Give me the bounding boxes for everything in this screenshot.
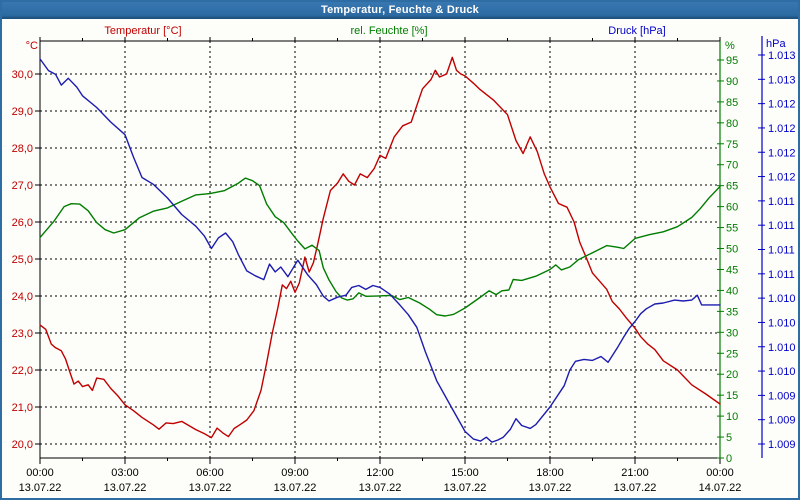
window-title: Temperatur, Feuchte & Druck <box>320 3 479 16</box>
temperature-tick-label: 27,0 <box>12 180 33 192</box>
temperature-axis-unit: °C <box>26 40 38 52</box>
humidity-tick-label: 5 <box>726 432 732 444</box>
humidity-tick-label: 60 <box>726 202 738 214</box>
legend-pressure-label: Druck [hPa] <box>608 25 666 37</box>
x-axis-date-label: 13.07.22 <box>529 482 572 494</box>
temperature-tick-label: 28,0 <box>12 143 33 155</box>
humidity-tick-label: 75 <box>726 139 738 151</box>
window-title-bar[interactable]: Temperatur, Feuchte & Druck <box>0 0 800 19</box>
humidity-tick-label: 45 <box>726 264 738 276</box>
x-axis-date-label: 13.07.22 <box>444 482 487 494</box>
x-axis-time-label: 21:00 <box>621 467 649 479</box>
humidity-tick-label: 80 <box>726 118 738 130</box>
pressure-tick-label: 1.009 <box>768 415 796 427</box>
legend-humidity-label: rel. Feuchte [%] <box>350 25 428 37</box>
humidity-tick-label: 40 <box>726 285 738 297</box>
humidity-tick-label: 25 <box>726 348 738 360</box>
temperature-tick-label: 25,0 <box>12 254 33 266</box>
temperature-tick-label: 23,0 <box>12 328 33 340</box>
x-axis-time-label: 06:00 <box>196 467 224 479</box>
series-line-pressure <box>39 58 721 443</box>
pressure-tick-label: 1.009 <box>768 390 796 402</box>
x-axis-time-label: 15:00 <box>451 467 479 479</box>
pressure-tick-label: 1.013 <box>768 74 796 86</box>
pressure-tick-label: 1.011 <box>768 269 795 281</box>
pressure-tick-label: 1.010 <box>768 293 796 305</box>
series-line-humidity <box>39 177 721 317</box>
pressure-tick-label: 1.011 <box>768 245 795 257</box>
humidity-tick-label: 10 <box>726 411 738 423</box>
humidity-tick-label: 35 <box>726 306 738 318</box>
x-axis: 00:00 13.07.22 03:00 13.07.22 06:00 13.07.22 0… <box>19 37 742 494</box>
humidity-tick-label: 50 <box>726 244 738 256</box>
humidity-tick-label: 0 <box>726 453 732 465</box>
series-line-temperature <box>39 56 721 439</box>
humidity-tick-label: 20 <box>726 369 738 381</box>
temperature-tick-label: 21,0 <box>12 402 33 414</box>
x-axis-date-label: 13.07.22 <box>19 482 62 494</box>
x-axis-time-label: 12:00 <box>366 467 394 479</box>
humidity-axis-unit: % <box>725 40 735 52</box>
pressure-axis: 1.013 1.013 1.012 1.012 1.012 1.012 1.011 1.011… <box>758 36 796 458</box>
x-axis-date-label: 14.07.22 <box>699 482 742 494</box>
pressure-tick-label: 1.012 <box>768 172 796 184</box>
plot-border <box>39 40 720 459</box>
x-axis-time-label: 09:00 <box>281 467 309 479</box>
pressure-tick-label: 1.010 <box>768 342 796 354</box>
pressure-tick-label: 1.012 <box>768 123 796 135</box>
humidity-tick-label: 65 <box>726 181 738 193</box>
pressure-tick-label: 1.012 <box>768 99 796 111</box>
pressure-tick-label: 1.012 <box>768 147 796 159</box>
temperature-tick-label: 20,0 <box>12 439 33 451</box>
humidity-tick-label: 70 <box>726 160 738 172</box>
x-axis-date-label: 13.07.22 <box>189 482 232 494</box>
humidity-tick-label: 30 <box>726 327 738 339</box>
pressure-axis-unit: hPa <box>766 38 786 50</box>
series-humidity <box>39 177 721 317</box>
humidity-tick-label: 95 <box>726 55 738 67</box>
x-axis-time-label: 03:00 <box>111 467 139 479</box>
x-axis-date-label: 13.07.22 <box>359 482 402 494</box>
pressure-tick-label: 1.013 <box>768 50 796 62</box>
temperature-tick-label: 30,0 <box>12 69 33 81</box>
humidity-tick-label: 55 <box>726 223 738 235</box>
x-axis-time-label: 18:00 <box>536 467 564 479</box>
x-axis-time-label: 00:00 <box>706 467 734 479</box>
series-pressure <box>39 58 721 443</box>
humidity-tick-label: 85 <box>726 97 738 109</box>
humidity-tick-label: 15 <box>726 390 738 402</box>
temperature-tick-label: 24,0 <box>12 291 33 303</box>
x-axis-date-label: 13.07.22 <box>274 482 317 494</box>
temperature-tick-label: 22,0 <box>12 365 33 377</box>
humidity-tick-label: 90 <box>726 76 738 88</box>
pressure-tick-label: 1.011 <box>768 220 795 232</box>
temperature-axis: 30,0 29,0 28,0 27,0 26,0 25,0 24,0 23,0 22,0 21,0… <box>12 40 40 451</box>
pressure-tick-label: 1.009 <box>768 439 796 451</box>
x-axis-date-label: 13.07.22 <box>104 482 147 494</box>
legend-temperature-label: Temperatur [°C] <box>104 25 182 37</box>
temperature-tick-label: 26,0 <box>12 217 33 229</box>
plot-gridlines <box>40 41 720 458</box>
x-axis-time-label: 00:00 <box>26 467 54 479</box>
pressure-tick-label: 1.010 <box>768 317 796 329</box>
temperature-tick-label: 29,0 <box>12 106 33 118</box>
pressure-tick-label: 1.011 <box>768 196 795 208</box>
series-temperature <box>39 56 721 439</box>
x-axis-date-label: 13.07.22 <box>614 482 657 494</box>
pressure-tick-label: 1.010 <box>768 366 796 378</box>
